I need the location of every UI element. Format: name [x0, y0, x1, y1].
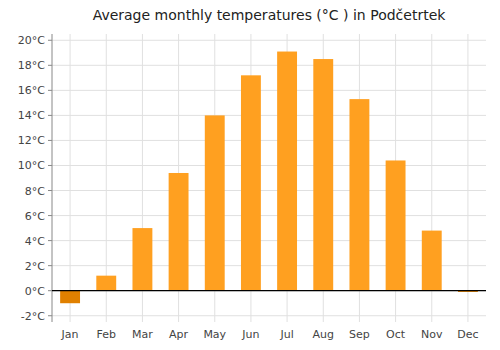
bar	[132, 228, 152, 291]
y-tick	[48, 190, 52, 191]
x-tick-label: May	[203, 328, 226, 341]
bar	[169, 173, 189, 291]
grid-line	[52, 40, 486, 41]
y-tick	[48, 165, 52, 166]
y-tick-label: 8°C	[25, 185, 45, 198]
grid-line	[52, 90, 486, 91]
x-axis: Jan Feb Mar Apr May Jun Jul Aug Sep Oct Nov Dec	[61, 328, 479, 341]
y-axis-line	[52, 34, 53, 322]
grid-line	[52, 165, 486, 166]
bar	[60, 291, 80, 304]
y-tick-label: 18°C	[18, 59, 45, 72]
bar	[422, 231, 442, 291]
y-tick	[48, 90, 52, 91]
grid-line-vertical	[467, 34, 468, 322]
y-tick-label: 0°C	[25, 285, 45, 298]
x-tick-label: Mar	[132, 328, 153, 341]
y-tick	[48, 315, 52, 316]
chart-title: Average monthly temperatures (°C ) in Po…	[93, 7, 447, 23]
grid-line	[52, 65, 486, 66]
y-tick-label: -2°C	[21, 310, 45, 323]
bar	[205, 115, 225, 290]
x-tick-label: Jul	[279, 328, 293, 341]
bar	[96, 276, 116, 291]
grid-line	[52, 140, 486, 141]
y-tick-label: 4°C	[25, 235, 45, 248]
grid-line	[52, 115, 486, 116]
grid-line-vertical	[70, 34, 71, 322]
chart-svg: Average monthly temperatures (°C ) in Po…	[0, 0, 500, 350]
chart-container: Average monthly temperatures (°C ) in Po…	[0, 0, 500, 350]
x-tick-label: Nov	[421, 328, 443, 341]
grid	[52, 34, 486, 322]
y-tick	[48, 215, 52, 216]
x-tick-label: Oct	[386, 328, 406, 341]
grid-line	[52, 315, 486, 316]
bar	[277, 52, 297, 291]
y-tick	[48, 40, 52, 41]
y-tick	[48, 240, 52, 241]
y-tick	[48, 265, 52, 266]
y-tick-label: 12°C	[18, 134, 45, 147]
bar	[386, 160, 406, 290]
y-tick	[48, 290, 52, 291]
x-tick-label: Jan	[61, 328, 79, 341]
bars	[60, 52, 478, 304]
y-tick-label: 20°C	[18, 34, 45, 47]
bar	[241, 75, 261, 290]
x-tick-label: Feb	[97, 328, 116, 341]
y-tick	[48, 65, 52, 66]
grid-line	[52, 240, 486, 241]
bar	[349, 99, 369, 291]
y-tick-label: 14°C	[18, 109, 45, 122]
x-tick-label: Jun	[241, 328, 259, 341]
y-axis: -2°C 0°C 2°C 4°C 6°C 8°C 10°C 12°C 14°C 16°C 18°C 2…	[18, 34, 52, 323]
x-tick-label: Aug	[313, 328, 334, 341]
grid-line	[52, 265, 486, 266]
y-tick	[48, 140, 52, 141]
x-tick-label: Sep	[349, 328, 370, 341]
x-tick-label: Dec	[457, 328, 478, 341]
grid-line	[52, 190, 486, 191]
y-tick	[48, 115, 52, 116]
y-tick-label: 10°C	[18, 159, 45, 172]
y-tick-label: 16°C	[18, 84, 45, 97]
grid-line	[52, 215, 486, 216]
bar	[313, 59, 333, 291]
x-tick-label: Apr	[169, 328, 189, 341]
y-tick-label: 2°C	[25, 260, 45, 273]
y-tick-label: 6°C	[25, 210, 45, 223]
zero-line	[52, 290, 486, 291]
grid-line	[52, 290, 486, 291]
